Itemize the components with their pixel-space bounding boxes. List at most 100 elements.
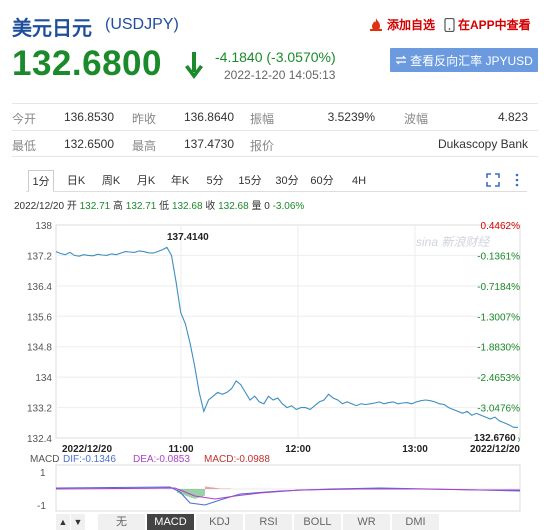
price-change: -4.1840 (-3.0570%) bbox=[215, 49, 336, 65]
info-open-label: 开 bbox=[66, 201, 77, 212]
stats-row: 最低 132.6500 最高 137.4730 报价 Dukascopy Ban… bbox=[12, 130, 538, 157]
y-tick-label: 133.2 bbox=[27, 404, 52, 415]
range-label: 波幅 bbox=[404, 112, 429, 126]
high-value: 137.4730 bbox=[183, 137, 234, 151]
range-value: 4.823 bbox=[497, 110, 528, 124]
info-high-label: 高 bbox=[113, 201, 123, 212]
y-right-tick-label: -3.0476% bbox=[477, 404, 520, 415]
tab-weekly[interactable]: 周K bbox=[101, 175, 121, 187]
y-tick-label: 135.6 bbox=[27, 312, 52, 323]
indicator-wr[interactable]: WR bbox=[343, 514, 391, 530]
arrow-down-icon[interactable]: ▼ bbox=[71, 514, 85, 530]
down-arrow-icon bbox=[185, 52, 203, 79]
x-tick-label: 12:00 bbox=[285, 444, 311, 455]
reverse-rate-button[interactable]: 查看反向汇率 JPYUSD bbox=[390, 48, 538, 72]
watermark: sina 新浪财经 bbox=[416, 235, 491, 249]
prev-close-label: 昨收 bbox=[132, 112, 157, 126]
dea-value: -0.0853 bbox=[156, 454, 190, 465]
price-line bbox=[55, 246, 518, 428]
y-right-tick-label: -1.8830% bbox=[477, 343, 520, 354]
stats-row: 今开 136.8530 昨收 136.8640 振幅 3.5239% 波幅 4.… bbox=[12, 103, 538, 130]
y-tick-label: 134 bbox=[35, 373, 52, 384]
arrow-up-icon[interactable]: ▲ bbox=[56, 514, 70, 530]
price-chart[interactable]: sina 新浪财经 138 137.2 136.4 135.6 134.8 134 133.… bbox=[0, 212, 550, 512]
y-tick-label: 137.2 bbox=[27, 251, 52, 262]
tab-yearly[interactable]: 年K bbox=[170, 175, 190, 187]
phone-icon bbox=[444, 17, 455, 32]
prev-close-value: 136.8640 bbox=[183, 110, 234, 124]
info-date: 2022/12/20 bbox=[14, 201, 65, 212]
current-price: 132.6800 bbox=[12, 44, 162, 83]
dea-line bbox=[55, 487, 520, 500]
info-vol-label: 量 bbox=[251, 201, 262, 212]
info-high: 132.71 bbox=[125, 201, 157, 212]
reverse-rate-label: 查看反向汇率 JPYUSD bbox=[410, 53, 533, 68]
tab-60min[interactable]: 60分 bbox=[310, 175, 334, 187]
dif-value: -0.1346 bbox=[82, 454, 116, 465]
view-in-app-button[interactable]: 在APP中查看 bbox=[444, 16, 531, 33]
low-value: 132.6500 bbox=[63, 137, 114, 151]
open-label: 今开 bbox=[12, 112, 37, 126]
high-annotation: 137.4140 bbox=[167, 232, 209, 243]
quote-source-value: Dukascopy Bank bbox=[437, 137, 528, 151]
amplitude-label: 振幅 bbox=[250, 112, 275, 126]
flame-icon bbox=[370, 17, 382, 31]
macd-label: MACD bbox=[30, 454, 59, 465]
tab-30min[interactable]: 30分 bbox=[275, 175, 299, 187]
indicator-boll[interactable]: BOLL bbox=[294, 514, 342, 530]
swap-icon bbox=[395, 55, 407, 65]
quote-time: 2022-12-20 14:05:13 bbox=[224, 68, 336, 82]
info-open: 132.71 bbox=[79, 201, 111, 212]
more-icon[interactable] bbox=[514, 173, 520, 187]
tab-monthly[interactable]: 月K bbox=[136, 175, 156, 187]
add-favorite-button[interactable]: 添加自选 bbox=[368, 16, 435, 33]
fullscreen-icon[interactable] bbox=[486, 173, 500, 187]
last-annotation-bg bbox=[472, 431, 518, 443]
tab-1min[interactable]: 1分 bbox=[28, 170, 54, 192]
instrument-code: (USDJPY) bbox=[105, 16, 179, 33]
x-tick-label: 11:00 bbox=[168, 444, 193, 455]
quote-source-label: 报价 bbox=[250, 139, 275, 153]
y-right-tick-label: -1.3007% bbox=[477, 312, 520, 323]
macd-value: -0.0988 bbox=[236, 454, 270, 465]
x-tick-label: 13:00 bbox=[402, 444, 428, 455]
chart-grid bbox=[55, 224, 521, 439]
tab-daily[interactable]: 日K bbox=[66, 175, 86, 187]
dif-label: DIF: bbox=[63, 454, 82, 465]
macd-tick-neg1: -1 bbox=[37, 501, 46, 512]
indicator-kdj[interactable]: KDJ bbox=[196, 514, 244, 530]
indicator-rsi[interactable]: RSI bbox=[245, 514, 293, 530]
stats-table: 今开 136.8530 昨收 136.8640 振幅 3.5239% 波幅 4.… bbox=[12, 103, 538, 157]
x-tick-label: 2022/12/20 bbox=[470, 444, 520, 455]
y-right-tick-label: -2.4653% bbox=[477, 373, 520, 384]
indicator-macd[interactable]: MACD bbox=[147, 514, 195, 530]
low-label: 最低 bbox=[12, 139, 37, 153]
info-low: 132.68 bbox=[171, 201, 203, 212]
y-tick-label: 134.8 bbox=[27, 343, 52, 354]
y-right-tick-label: -0.1361% bbox=[477, 251, 520, 262]
y-right-tick-label: 0.4462% bbox=[481, 221, 521, 232]
info-close-label: 收 bbox=[205, 201, 216, 212]
tab-5min[interactable]: 5分 bbox=[206, 175, 224, 187]
y-axis-right: 0.4462% -0.1361% -0.7184% -1.3007% -1.8830% -… bbox=[477, 221, 520, 445]
amplitude-value: 3.5239% bbox=[327, 110, 375, 124]
tab-4h[interactable]: 4H bbox=[351, 175, 367, 187]
indicator-none[interactable]: 无 bbox=[98, 514, 146, 530]
macd-tick-1: 1 bbox=[40, 468, 46, 479]
y-tick-label: 136.4 bbox=[27, 282, 52, 293]
add-favorite-label: 添加自选 bbox=[387, 18, 436, 32]
y-right-tick-label: -0.7184% bbox=[477, 282, 520, 293]
open-value: 136.8530 bbox=[63, 110, 114, 124]
tab-15min[interactable]: 15分 bbox=[238, 175, 262, 187]
y-tick-label: 138 bbox=[35, 221, 52, 232]
info-close: 132.68 bbox=[218, 201, 249, 212]
chart-frame bbox=[55, 224, 521, 439]
macd-value-label: MACD: bbox=[204, 454, 236, 465]
info-vol: 0 bbox=[264, 201, 270, 212]
view-in-app-label: 在APP中查看 bbox=[458, 18, 531, 32]
high-label: 最高 bbox=[132, 139, 157, 153]
x-axis: 2022/12/20 11:00 12:00 13:00 2022/12/20 bbox=[62, 444, 520, 455]
indicator-dmi[interactable]: DMI bbox=[392, 514, 440, 530]
y-tick-label: 132.4 bbox=[27, 434, 52, 445]
dea-label: DEA: bbox=[133, 454, 156, 465]
